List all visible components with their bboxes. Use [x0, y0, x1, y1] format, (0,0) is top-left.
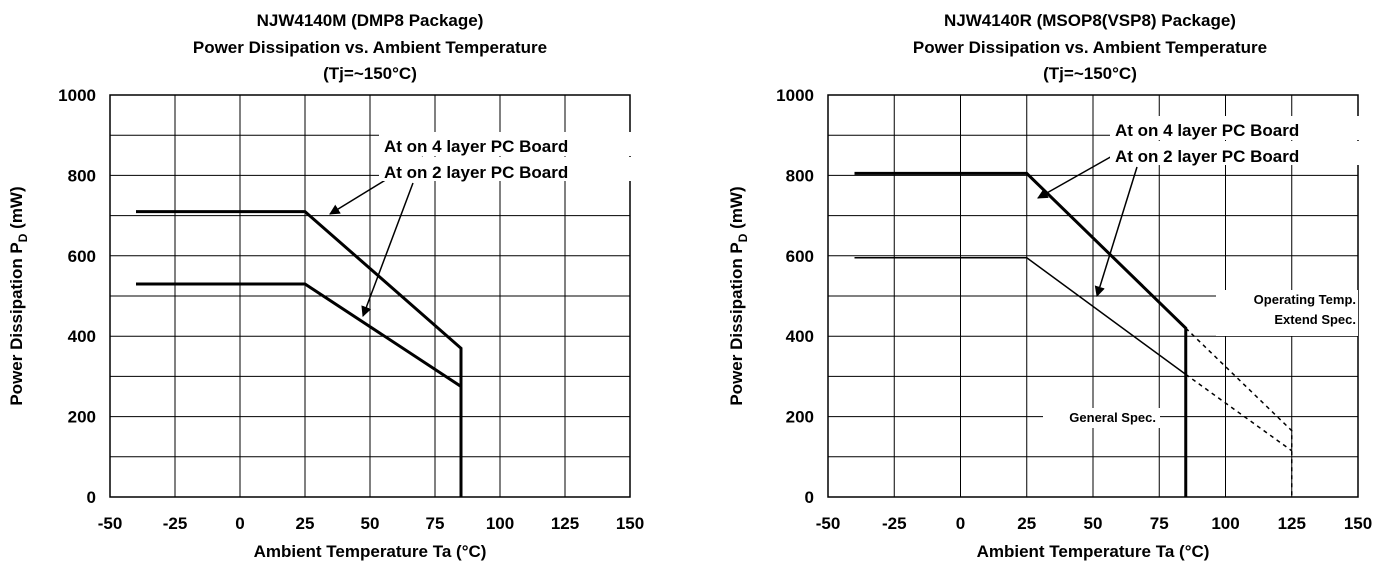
y-axis-label: Power Dissipation PD (mW) [7, 186, 30, 405]
x-tick-label: 150 [1344, 514, 1372, 533]
y-axis-label: Power Dissipation PD (mW) [727, 186, 750, 405]
annotation-label: Operating Temp. [1254, 292, 1356, 307]
y-axis-label-subscript: D [16, 233, 30, 242]
x-tick-label: -50 [98, 514, 123, 533]
chart-2: NJW4140R (MSOP8(VSP8) Package) Power Diss… [727, 11, 1372, 561]
y-tick-label: 800 [786, 166, 814, 185]
x-tick-label: 0 [956, 514, 965, 533]
legend-label-bg [1110, 141, 1360, 165]
annotation-label: Extend Spec. [1274, 312, 1356, 327]
y-axis-label-unit: (mW) [7, 186, 26, 233]
legend-label: At on 4 layer PC Board [384, 137, 568, 156]
y-tick-label: 200 [68, 408, 96, 427]
annotation-bg [1043, 408, 1160, 428]
legend-label: At on 2 layer PC Board [1115, 147, 1299, 166]
chart-title: NJW4140R (MSOP8(VSP8) Package) [944, 11, 1236, 30]
x-tick-label: 25 [296, 514, 315, 533]
series-line-4 [1185, 373, 1293, 452]
legend-label-bg [379, 132, 633, 156]
x-tick-label: 100 [486, 514, 514, 533]
y-tick-label: 600 [68, 247, 96, 266]
y-axis-label-main: Power Dissipation P [7, 242, 26, 405]
x-tick-label: 125 [551, 514, 579, 533]
chart-condition: (Tj=~150°C) [323, 64, 417, 83]
y-tick-label: 400 [68, 327, 96, 346]
x-tick-label: 125 [1278, 514, 1306, 533]
x-tick-label: -25 [882, 514, 907, 533]
x-tick-label: -25 [163, 514, 188, 533]
plot-frame [109, 94, 631, 498]
y-tick-label: 800 [68, 166, 96, 185]
chart-condition: (Tj=~150°C) [1043, 64, 1137, 83]
y-tick-label: 600 [786, 247, 814, 266]
chart-1: NJW4140M (DMP8 Package) Power Dissipation… [7, 11, 644, 561]
legend-label: At on 2 layer PC Board [384, 163, 568, 182]
series-line-2 [136, 282, 463, 497]
x-tick-label: 150 [616, 514, 644, 533]
x-tick-label: -50 [816, 514, 841, 533]
chart-title: NJW4140M (DMP8 Package) [257, 11, 484, 30]
series-line-2 [854, 257, 1187, 497]
x-tick-label: 0 [235, 514, 244, 533]
y-tick-label: 0 [805, 488, 814, 507]
y-tick-label: 200 [786, 408, 814, 427]
annotation-bg [1216, 290, 1358, 336]
x-tick-label: 75 [1150, 514, 1169, 533]
y-tick-label: 1000 [776, 86, 814, 105]
x-tick-label: 50 [1084, 514, 1103, 533]
annotation-label: General Spec. [1069, 410, 1156, 425]
y-tick-label: 400 [786, 327, 814, 346]
y-axis-label-subscript: D [736, 233, 750, 242]
series-line-1 [854, 171, 1188, 497]
series-line-3 [1185, 327, 1293, 497]
x-axis-label: Ambient Temperature Ta (°C) [254, 542, 487, 561]
y-tick-label: 0 [87, 488, 96, 507]
x-tick-label: 100 [1211, 514, 1239, 533]
legend-arrow [1094, 166, 1138, 298]
legend-label-bg [379, 157, 633, 181]
chart-subtitle: Power Dissipation vs. Ambient Temperatur… [193, 38, 547, 57]
legend-label-bg [1110, 116, 1360, 140]
y-tick-label: 1000 [58, 86, 96, 105]
x-tick-label: 25 [1017, 514, 1036, 533]
x-tick-label: 50 [361, 514, 380, 533]
y-axis-label-main: Power Dissipation P [727, 242, 746, 405]
x-tick-label: 75 [426, 514, 445, 533]
y-axis-label-unit: (mW) [727, 186, 746, 233]
x-axis-label: Ambient Temperature Ta (°C) [977, 542, 1210, 561]
legend-arrow [361, 182, 414, 317]
chart-subtitle: Power Dissipation vs. Ambient Temperatur… [913, 38, 1267, 57]
legend-label: At on 4 layer PC Board [1115, 121, 1299, 140]
